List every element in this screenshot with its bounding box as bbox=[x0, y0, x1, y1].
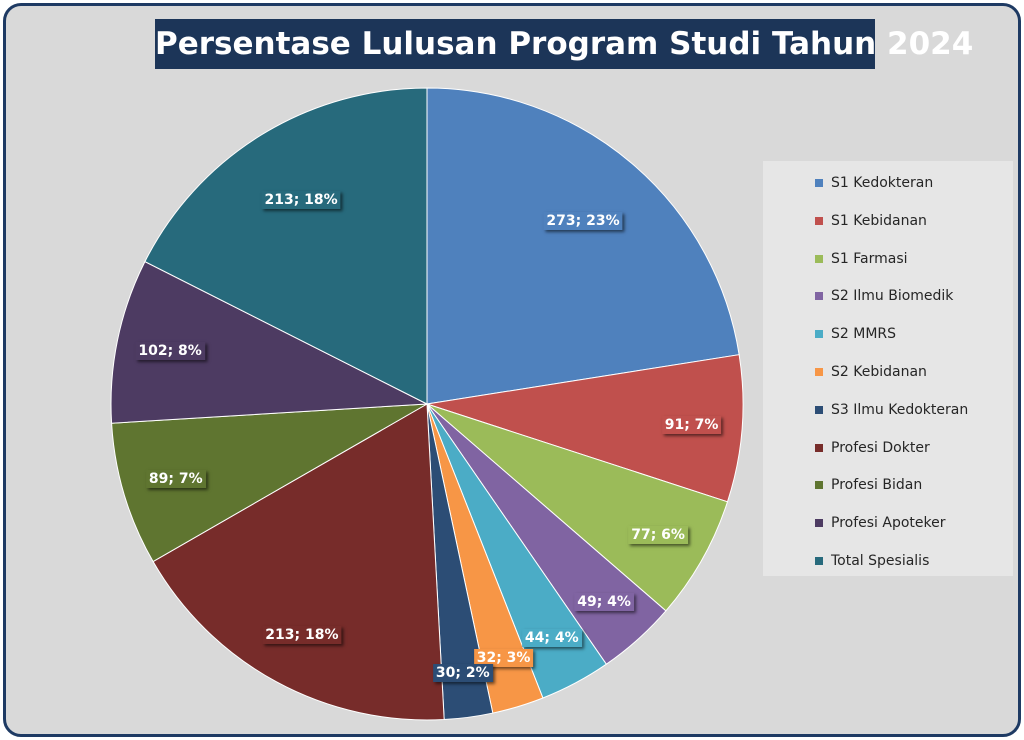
legend-item-s1-farmasi: S1 Farmasi bbox=[815, 249, 908, 269]
legend-item-s3-ilmu-kedokteran: S3 Ilmu Kedokteran bbox=[815, 400, 968, 420]
legend-label: Profesi Dokter bbox=[831, 439, 930, 456]
legend-label: S3 Ilmu Kedokteran bbox=[831, 401, 969, 418]
legend-item-profesi-apoteker: Profesi Apoteker bbox=[815, 513, 946, 533]
legend-swatch bbox=[815, 443, 823, 452]
legend-swatch bbox=[815, 368, 823, 376]
legend-swatch bbox=[815, 405, 823, 414]
data-label-profesi-dokter: 213; 18% bbox=[262, 625, 342, 644]
data-label-s1-kedokteran: 273; 23% bbox=[543, 212, 623, 231]
legend-swatch bbox=[815, 519, 823, 528]
chart-title: Persentase Lulusan Program Studi Tahun 2… bbox=[155, 19, 973, 69]
legend-label: S1 Farmasi bbox=[831, 250, 908, 267]
legend-label: S2 MMRS bbox=[831, 326, 897, 343]
legend-item-s2-kebidanan: S2 Kebidanan bbox=[815, 362, 927, 382]
pie-slice-s1-kebidanan bbox=[426, 354, 744, 503]
data-label-s1-farmasi: 77; 6% bbox=[628, 525, 688, 544]
legend-item-s1-kedokteran: S1 Kedokteran bbox=[815, 173, 933, 193]
legend-item-profesi-bidan: Profesi Bidan bbox=[815, 475, 922, 495]
pie-slice-total-spesialis bbox=[144, 87, 428, 405]
legend-swatch bbox=[815, 292, 823, 301]
data-label-s1-kebidanan: 91; 7% bbox=[661, 415, 722, 434]
pie-chart bbox=[110, 87, 744, 721]
legend-label: Profesi Apoteker bbox=[831, 515, 946, 532]
legend-item-s2-ilmu-biomedik: S2 Ilmu Biomedik bbox=[815, 286, 953, 306]
data-label-profesi-bidan: 89; 7% bbox=[145, 470, 206, 489]
legend-swatch bbox=[815, 254, 823, 263]
data-label-s2-ilmu-biomedik: 49; 4% bbox=[574, 592, 634, 611]
data-label-s2-mmrs: 44; 4% bbox=[521, 629, 582, 648]
legend-label: Total Spesialis bbox=[831, 553, 930, 569]
data-label-profesi-apoteker: 102; 8% bbox=[135, 342, 205, 360]
data-label-total-spesialis: 213; 18% bbox=[261, 190, 341, 209]
pie-slice-s1-farmasi bbox=[426, 403, 729, 612]
legend-swatch bbox=[815, 216, 823, 225]
legend-swatch bbox=[815, 330, 823, 339]
legend-item-total-spesialis: Total Spesialis bbox=[815, 551, 929, 571]
data-label-s3-ilmu-kedokteran: 30; 2% bbox=[432, 664, 493, 683]
legend-swatch bbox=[815, 481, 823, 490]
legend-swatch bbox=[815, 557, 823, 565]
legend: S1 Kedokteran S1 Kebidanan S1 Farmasi S2 Il… bbox=[763, 161, 1013, 576]
legend-label: S1 Kedokteran bbox=[831, 175, 934, 191]
legend-label: Profesi Bidan bbox=[831, 477, 923, 494]
pie-slice-profesi-apoteker bbox=[110, 260, 429, 424]
legend-label: S2 Kebidanan bbox=[831, 364, 927, 380]
legend-label: S2 Ilmu Biomedik bbox=[831, 288, 954, 305]
legend-label: S1 Kebidanan bbox=[831, 212, 927, 229]
legend-swatch bbox=[815, 179, 823, 187]
pie-slice-profesi-bidan bbox=[111, 403, 428, 563]
data-label-s2-kebidanan: 32; 3% bbox=[473, 649, 534, 668]
legend-item-s1-kebidanan: S1 Kebidanan bbox=[815, 211, 927, 231]
pie-slice-s1-kedokteran bbox=[426, 87, 740, 405]
chart-frame: Persentase Lulusan Program Studi Tahun 2… bbox=[3, 3, 1021, 737]
legend-item-s2-mmrs: S2 MMRS bbox=[815, 324, 896, 344]
legend-item-profesi-dokter: Profesi Dokter bbox=[815, 438, 930, 458]
pie-slice-profesi-dokter bbox=[152, 403, 445, 721]
